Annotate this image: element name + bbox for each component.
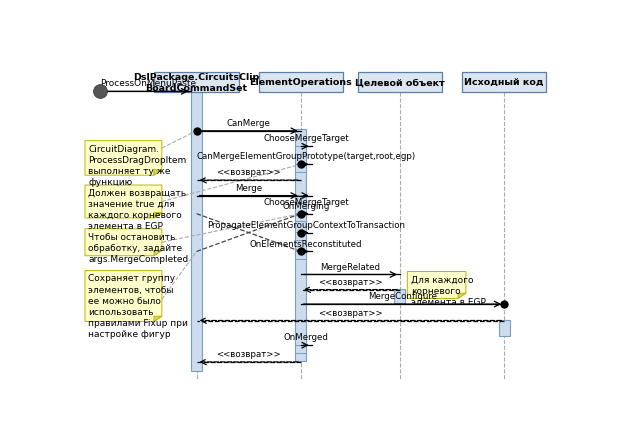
Text: CircuitDiagram.
ProcessDragDropItem
выполняет ту же
функцию: CircuitDiagram. ProcessDragDropItem выпо… [88, 144, 187, 187]
Bar [295, 146, 306, 155]
Bar [295, 164, 306, 173]
Text: CanMerge: CanMerge [227, 118, 271, 127]
Text: Целевой объект: Целевой объект [355, 78, 445, 87]
Text: OnMerged: OnMerged [284, 332, 328, 341]
Text: DslPackage.CircuitsClip
BoardCommandSet: DslPackage.CircuitsClip BoardCommandSet [133, 73, 260, 92]
Bar [295, 130, 306, 361]
Polygon shape [85, 271, 162, 322]
Text: OnElementsReconstituted: OnElementsReconstituted [250, 239, 362, 248]
Text: CanMergeElementGroupPrototype(target,root,egp): CanMergeElementGroupPrototype(target,roo… [196, 152, 416, 161]
Bar [295, 213, 306, 222]
Text: OnMerging: OnMerging [282, 201, 330, 210]
Text: ChooseMergeTarget: ChooseMergeTarget [263, 134, 349, 143]
Text: MergeRelated: MergeRelated [321, 262, 380, 271]
Polygon shape [154, 213, 162, 219]
Text: PropagateElementGroupContextToTransaction: PropagateElementGroupContextToTransactio… [207, 220, 405, 229]
Polygon shape [458, 294, 466, 299]
Text: <<возврат>>: <<возврат>> [318, 308, 383, 317]
Text: <<возврат>>: <<возврат>> [318, 277, 383, 286]
Text: <<возврат>>: <<возврат>> [216, 168, 281, 177]
FancyBboxPatch shape [259, 72, 343, 93]
Text: <<возврат>>: <<возврат>> [216, 349, 281, 358]
Bar [295, 232, 306, 240]
Text: Должен возвращать
значение true для
каждого корневого
элемента в EGP: Должен возвращать значение true для кажд… [88, 189, 186, 231]
Text: Для каждого
корневого
элемента в EGP: Для каждого корневого элемента в EGP [411, 275, 486, 306]
Text: ProcessOnMenuPaste: ProcessOnMenuPaste [100, 78, 196, 87]
Bar [191, 86, 202, 371]
Text: Исходный код: Исходный код [465, 78, 544, 87]
Polygon shape [154, 251, 162, 256]
Polygon shape [85, 186, 162, 219]
Polygon shape [154, 317, 162, 322]
Text: ElementOperations: ElementOperations [250, 78, 352, 87]
FancyBboxPatch shape [462, 72, 547, 93]
Bar [295, 345, 306, 353]
Text: MergeConfigure: MergeConfigure [368, 291, 437, 300]
Polygon shape [408, 272, 466, 299]
Text: Merge: Merge [235, 183, 262, 192]
Polygon shape [85, 141, 162, 176]
FancyBboxPatch shape [358, 72, 442, 93]
Bar [394, 289, 405, 304]
Bar [295, 196, 306, 204]
Text: ChooseMergeTarget: ChooseMergeTarget [263, 198, 349, 207]
Polygon shape [85, 229, 162, 256]
Polygon shape [154, 170, 162, 176]
Text: Чтобы остановить
обработку, задайте
args.MergeCompleted: Чтобы остановить обработку, задайте args… [88, 232, 189, 263]
Text: Сохраняет группу
элементов, чтобы
ее можно было
использовать
правилами Fixup при: Сохраняет группу элементов, чтобы ее мож… [88, 274, 188, 338]
Bar [295, 251, 306, 259]
Bar [499, 320, 509, 337]
FancyBboxPatch shape [154, 72, 239, 93]
